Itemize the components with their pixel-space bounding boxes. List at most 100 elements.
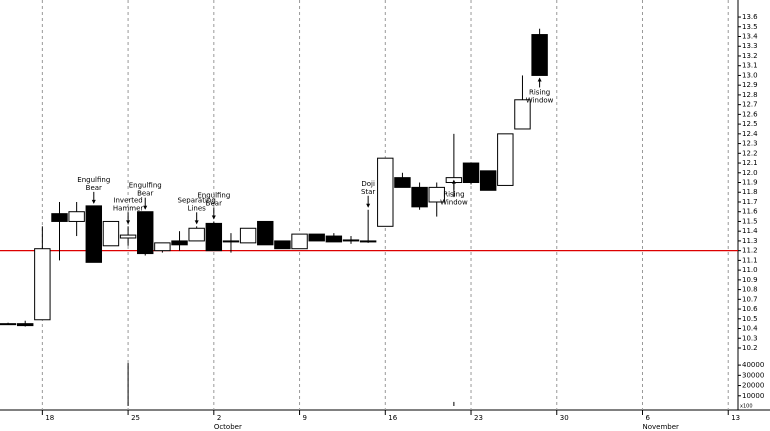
candle-body <box>85 205 103 263</box>
annotation-arrowhead <box>126 220 131 225</box>
annotation-text: Inverted <box>113 196 142 204</box>
candle-body <box>119 234 137 239</box>
y-tick-label: 13.2 <box>742 52 758 60</box>
annotation-text: Window <box>526 96 554 104</box>
x-tick-label: 16 <box>388 414 397 422</box>
x-tick-label: 13 <box>731 414 740 422</box>
y-tick-label: 12.6 <box>742 110 758 118</box>
annotation-arrowhead <box>211 215 216 220</box>
y-tick-label: 11.1 <box>742 256 758 264</box>
y2-tick-label: 20000 <box>742 382 764 390</box>
annotation-text: Window <box>440 199 468 207</box>
candle-body <box>34 248 51 321</box>
candle-body <box>257 220 274 246</box>
annotation-text: Rising <box>443 191 464 199</box>
candle-body <box>51 213 68 222</box>
candle-body <box>428 186 445 203</box>
candle-body <box>497 133 514 186</box>
y2-tick-label: 40000 <box>742 361 764 369</box>
candle-body <box>0 323 17 326</box>
candle-body <box>342 239 360 242</box>
candle-body <box>325 235 343 243</box>
candle-body <box>291 233 308 250</box>
x-tick-label: 2 <box>217 414 221 422</box>
y-tick-label: 10.6 <box>742 305 758 313</box>
y2-tick-label: 10000 <box>742 392 764 400</box>
y-tick-label: 10.8 <box>742 286 758 294</box>
annotation-arrowhead <box>366 203 371 208</box>
candle-body <box>531 34 548 76</box>
candle-body <box>359 240 377 243</box>
y-tick-label: 13.4 <box>742 33 758 41</box>
y-tick-label: 13.0 <box>742 71 758 79</box>
candle-body <box>411 186 428 208</box>
annotation-arrowhead <box>143 205 148 210</box>
y-tick-label: 11.7 <box>742 198 758 206</box>
y-tick-label: 12.1 <box>742 159 758 167</box>
annotation-text: Engulfing <box>77 176 110 184</box>
y-tick-label: 12.8 <box>742 91 758 99</box>
annotation-text: Hammer <box>113 204 143 212</box>
y-tick-label: 11.3 <box>742 237 758 245</box>
candle-body <box>154 242 171 252</box>
annotation-text: Bear <box>206 199 222 207</box>
y-tick-label: 10.3 <box>742 334 758 342</box>
y-tick-label: 12.3 <box>742 140 758 148</box>
y-tick-label: 11.8 <box>742 188 758 196</box>
candle-body <box>377 157 394 227</box>
y2-tick-label: 30000 <box>742 371 764 379</box>
y-tick-label: 11.0 <box>742 266 758 274</box>
y-tick-label: 13.3 <box>742 42 758 50</box>
candle-body <box>205 222 223 252</box>
annotation-text: Rising <box>529 88 550 96</box>
y-tick-label: 12.2 <box>742 149 758 157</box>
volume-unit: x100 <box>740 404 753 410</box>
x-tick-label: 23 <box>474 414 483 422</box>
y-tick-label: 10.5 <box>742 315 758 323</box>
y-tick-label: 10.2 <box>742 344 758 352</box>
x-tick-label: 18 <box>45 414 54 422</box>
y-tick-label: 13.6 <box>742 13 758 21</box>
annotation-text: Separating <box>178 196 216 204</box>
candle-body <box>274 240 291 250</box>
annotation-text: Engulfing <box>197 191 230 199</box>
candle-body <box>239 227 257 244</box>
y-tick-label: 11.4 <box>742 227 758 235</box>
candle-body <box>514 99 531 130</box>
x-tick-label: 25 <box>131 414 140 422</box>
y-tick-label: 10.4 <box>742 325 758 333</box>
x-tick-label: 30 <box>560 414 569 422</box>
annotation-text: Star <box>361 188 375 196</box>
y-tick-label: 10.7 <box>742 295 758 303</box>
y-tick-label: 13.5 <box>742 23 758 31</box>
annotation-text: Lines <box>188 204 207 212</box>
candle-body <box>462 162 480 184</box>
candle-body <box>137 211 154 255</box>
y-tick-label: 10.9 <box>742 276 758 284</box>
candle-body <box>188 227 205 242</box>
candle-body <box>222 240 240 243</box>
annotation-arrowhead <box>194 220 199 225</box>
y-tick-label: 12.0 <box>742 169 758 177</box>
y-tick-label: 13.1 <box>742 62 758 70</box>
y-tick-label: 12.4 <box>742 130 758 138</box>
annotation-arrowhead <box>451 179 456 184</box>
candle-body <box>171 240 188 246</box>
annotation-text: Bear <box>137 190 153 198</box>
annotation-arrowhead <box>91 199 96 204</box>
candle-body <box>16 323 34 327</box>
annotation-text: Engulfing <box>129 182 162 190</box>
candle-body <box>308 233 325 242</box>
y-tick-label: 12.5 <box>742 120 758 128</box>
annotation-text: Doji <box>361 180 375 188</box>
y-tick-label: 11.6 <box>742 208 758 216</box>
annotation-text: Bear <box>86 184 102 192</box>
y-tick-label: 11.2 <box>742 247 758 255</box>
x-tick-label: 9 <box>303 414 307 422</box>
month-label: November <box>642 423 679 431</box>
candle-body <box>479 170 497 191</box>
x-tick-label: 6 <box>645 414 650 422</box>
y-tick-label: 11.9 <box>742 179 758 187</box>
y-tick-label: 12.7 <box>742 101 758 109</box>
